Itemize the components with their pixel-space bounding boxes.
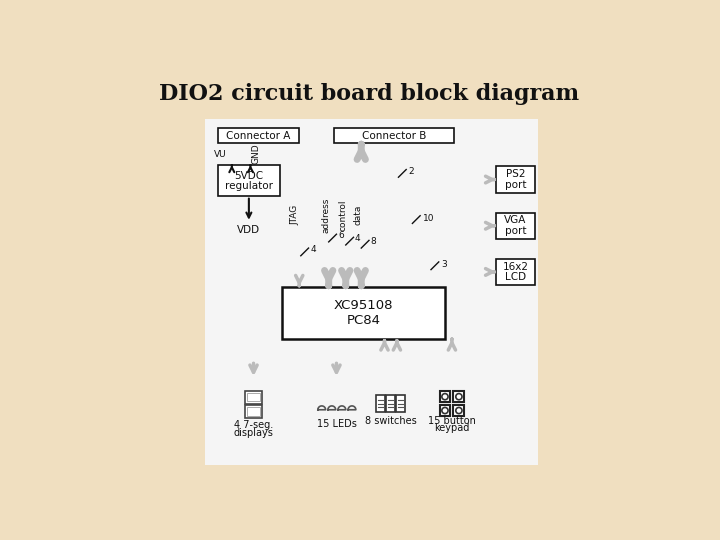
Text: control: control [338,199,347,231]
Text: 4 7-seg.: 4 7-seg. [234,420,273,430]
Bar [245,390,262,403]
Text: 2: 2 [408,167,414,177]
Text: Connector A: Connector A [226,131,291,140]
Bar [439,392,451,402]
Text: 4: 4 [311,245,317,254]
Text: port: port [505,180,526,190]
Text: displays: displays [233,428,274,438]
Text: keypad: keypad [434,423,469,433]
Text: 3: 3 [441,260,447,269]
Text: 16x2: 16x2 [503,261,528,272]
Bar [439,405,451,416]
Text: 8: 8 [371,238,377,246]
Bar [386,395,395,412]
Bar [282,287,445,339]
Bar [245,405,262,418]
Text: 15 LEDs: 15 LEDs [317,418,356,429]
Text: PC84: PC84 [346,314,381,327]
Text: 6: 6 [338,231,343,240]
Text: DIO2 circuit board block diagram: DIO2 circuit board block diagram [159,83,579,105]
Bar [454,392,464,402]
Bar [204,119,538,465]
Text: 8 switches: 8 switches [365,416,417,426]
Bar [496,259,535,285]
Text: PS2: PS2 [505,169,525,179]
Text: address: address [321,197,330,233]
Text: JTAG: JTAG [291,205,300,225]
Text: Connector B: Connector B [362,131,426,140]
Text: 10: 10 [423,213,434,222]
Text: XC95108: XC95108 [334,299,393,312]
Bar [218,128,300,143]
Text: VDD: VDD [238,225,261,235]
Bar [334,128,454,143]
Text: port: port [505,226,526,236]
Bar [454,405,464,416]
Text: GND: GND [252,144,261,165]
Text: 5VDC: 5VDC [234,171,264,181]
Text: 15 button: 15 button [428,416,476,426]
Text: VGA: VGA [504,215,526,225]
Text: LCD: LCD [505,272,526,282]
Text: VU: VU [214,150,226,159]
Bar [218,165,280,195]
Bar [376,395,385,412]
Text: data: data [354,205,363,225]
Bar [396,395,405,412]
Bar [496,166,535,193]
Bar [248,393,260,401]
Bar [248,408,260,416]
Bar [496,213,535,239]
Text: regulator: regulator [225,181,273,191]
Text: 4: 4 [355,234,361,244]
